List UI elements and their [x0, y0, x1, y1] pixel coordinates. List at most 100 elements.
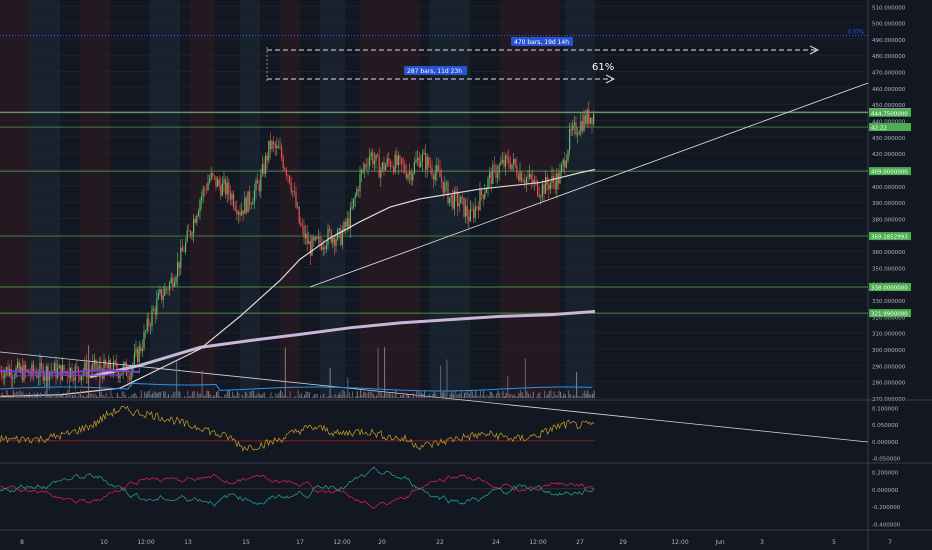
- candle-body: [386, 158, 388, 166]
- candle-body: [503, 159, 505, 167]
- volume-bar: [486, 394, 488, 398]
- volume-bar: [513, 394, 515, 398]
- volume-bar: [275, 393, 277, 398]
- candle-body: [484, 192, 486, 199]
- top-marker-label: 0.37%: [848, 30, 864, 36]
- candle-body: [281, 147, 283, 158]
- volume-bar: [537, 393, 539, 398]
- volume-bar: [544, 390, 546, 398]
- candle-body: [425, 152, 427, 170]
- volume-bar: [316, 393, 318, 398]
- session-band: [280, 0, 300, 400]
- volume-bar: [12, 390, 14, 398]
- candle-body: [517, 175, 519, 181]
- candle-body: [255, 180, 257, 191]
- volume-bar: [297, 390, 299, 398]
- candle-body: [420, 161, 422, 167]
- volume-bar: [289, 391, 291, 398]
- candle-body: [343, 221, 345, 232]
- volume-bar: [443, 391, 445, 398]
- volume-bar: [342, 390, 344, 398]
- volume-bar: [104, 396, 106, 398]
- volume-bar: [204, 395, 206, 398]
- candle-body: [146, 318, 148, 331]
- volume-bar: [60, 394, 62, 398]
- candle-body: [265, 155, 267, 174]
- volume-bar: [553, 391, 555, 398]
- volume-bar: [424, 390, 426, 398]
- volume-bar: [574, 395, 576, 398]
- volume-bar: [548, 390, 550, 398]
- candle-body: [189, 231, 191, 236]
- volume-bar: [249, 391, 251, 398]
- candle-body: [383, 162, 385, 171]
- measure-label: 470 bars, 19d 14h: [514, 39, 569, 46]
- candle-body: [417, 157, 419, 161]
- volume-bar: [32, 394, 34, 398]
- candle-body: [393, 167, 395, 173]
- volume-bar: [499, 393, 501, 398]
- volume-bar: [374, 396, 376, 398]
- volume-bar: [62, 393, 64, 398]
- volume-bar: [177, 390, 179, 398]
- volume-bar: [147, 391, 149, 398]
- volume-bar: [1, 392, 3, 398]
- candle-body: [562, 159, 564, 166]
- time-tick-label: 12:00: [137, 539, 154, 546]
- volume-bar: [262, 393, 264, 398]
- candle-body: [421, 154, 423, 162]
- price-tick-label: 450.000000: [872, 103, 906, 109]
- price-tick-label: 300.000000: [872, 348, 906, 354]
- volume-bar: [22, 391, 24, 398]
- volume-bar: [500, 397, 502, 398]
- candle-body: [215, 176, 217, 187]
- volume-bar: [299, 395, 301, 398]
- volume-bar: [192, 391, 194, 398]
- price-label-box: [869, 232, 911, 241]
- osc1-tick-label: 0.100000: [872, 406, 899, 412]
- candle-body: [351, 206, 353, 209]
- volume-bar: [91, 393, 93, 398]
- time-tick-label: 12:00: [333, 539, 350, 546]
- volume-bar: [187, 390, 189, 398]
- candle-body: [282, 157, 284, 168]
- candle-body: [449, 197, 451, 204]
- volume-bar: [241, 395, 243, 398]
- volume-bar: [129, 396, 131, 398]
- candle-body: [68, 375, 70, 378]
- session-band: [360, 0, 420, 400]
- candle-body: [418, 157, 420, 167]
- candle-body: [372, 152, 374, 165]
- volume-bar: [452, 393, 454, 398]
- candle-body: [287, 175, 289, 176]
- volume-bar: [81, 395, 83, 398]
- candle-body: [487, 178, 489, 189]
- volume-bar: [224, 394, 226, 398]
- volume-bar: [457, 394, 459, 398]
- candle-body: [266, 155, 268, 161]
- candle-body: [148, 318, 150, 327]
- candle-body: [138, 346, 140, 363]
- volume-bar: [9, 396, 11, 398]
- candle-body: [324, 247, 326, 249]
- price-label: 444.7500000: [871, 111, 908, 117]
- volume-bar: [184, 395, 186, 398]
- candle-body: [140, 346, 142, 352]
- volume-bar: [588, 394, 590, 398]
- candle-body: [186, 230, 188, 242]
- volume-bar: [107, 396, 109, 398]
- volume-bar: [76, 397, 78, 398]
- candle-body: [327, 228, 329, 246]
- candle-body: [249, 191, 251, 205]
- volume-bar: [94, 393, 96, 398]
- volume-bar: [467, 390, 469, 398]
- candle-body: [365, 164, 367, 167]
- time-tick-label: 8: [20, 539, 24, 546]
- candle-body: [252, 202, 254, 205]
- volume-bar: [579, 396, 581, 398]
- candle-body: [501, 159, 503, 163]
- indicator-line: [0, 368, 141, 375]
- volume-bar: [36, 392, 38, 398]
- candle-body: [156, 299, 158, 315]
